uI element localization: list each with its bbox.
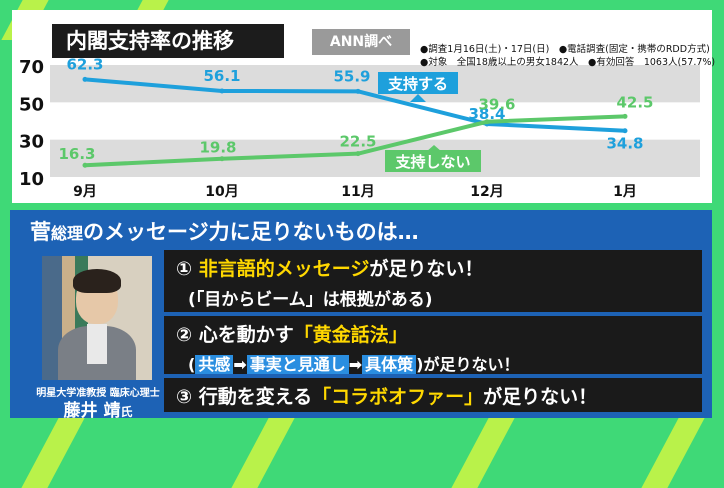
data-label: 55.9 [333, 67, 370, 85]
data-point [82, 162, 88, 168]
point-2: ② 心を動かす「黄金話法」 (共感 ➡ 事実と見通し ➡ 具体策)が足りない！ [164, 316, 702, 374]
y-tick-label: 10 [19, 169, 44, 190]
decor-stripe [21, 418, 85, 488]
name-text: 藤井 靖 [63, 401, 121, 421]
point-1: ① 非言語的メッセージが足りない！ (「目からビーム」は根拠がある) [164, 250, 702, 312]
arrow-right-icon: ➡ [233, 355, 247, 374]
legend-label: 支持する [387, 75, 448, 93]
legend-label: 支持しない [394, 153, 470, 171]
survey-note-1: ●調査1月16日(土)・17日(日) ●電話調査(固定・携帯のRDD方式) [420, 44, 710, 55]
legend-tag [385, 150, 481, 172]
y-tick-label: 70 [19, 57, 44, 78]
data-point [82, 76, 88, 82]
point-text: が足りない！ [483, 386, 598, 408]
title-part: 菅 [30, 220, 51, 244]
chart-title: 内閣支持率の推移 [52, 24, 284, 58]
data-label: 62.3 [66, 55, 103, 73]
point-2-sub: (共感 ➡ 事実と見通し ➡ 具体策)が足りない！ [176, 351, 690, 375]
point-number: ② [176, 324, 193, 346]
data-label: 38.4 [468, 105, 505, 123]
data-label: 56.1 [203, 67, 240, 85]
chip-concrete: 具体策 [362, 355, 417, 374]
data-point [484, 119, 490, 125]
point-number: ① [176, 258, 193, 280]
paren: ( [188, 355, 196, 374]
point-1-line: ① 非言語的メッセージが足りない！ [176, 254, 690, 281]
point-3-line: ③ 行動を変える「コラボオファー」が足りない！ [176, 382, 690, 409]
x-tick-label: 10月 [205, 184, 238, 200]
point-number: ③ [176, 386, 193, 408]
legend-tag-pointer [410, 94, 426, 102]
x-tick-label: 11月 [341, 184, 374, 200]
data-point [355, 151, 361, 157]
data-point [622, 113, 628, 119]
data-point [355, 88, 361, 94]
commentary-title: 菅総理のメッセージ力に足りないものは… [30, 216, 419, 246]
point-highlight: 「黄金話法」 [293, 324, 408, 346]
x-tick-label: 9月 [73, 184, 97, 200]
data-point [219, 88, 225, 94]
decor-stripe [231, 418, 295, 488]
legend-tag [378, 72, 458, 94]
x-tick-label: 1月 [613, 184, 637, 200]
grid-band [50, 139, 700, 177]
commentator-affiliation: 明星大学准教授 臨床心理士 [36, 388, 160, 399]
point-1-sub: (「目からビーム」は根拠がある) [188, 290, 433, 310]
decor-stripe [451, 418, 515, 488]
y-tick-label: 30 [19, 132, 44, 153]
title-part: のメッセージ力に足りないものは… [83, 220, 419, 244]
data-point [622, 128, 628, 134]
survey-source-tag: ANN調べ [312, 29, 410, 55]
name-suffix: 氏 [120, 405, 133, 419]
survey-note-2: ●対象 全国18歳以上の男女1842人 ●有効回答 1063人(57.7%) [420, 57, 716, 68]
y-tick-label: 50 [19, 94, 44, 115]
data-label: 19.8 [199, 139, 236, 157]
data-label: 42.5 [616, 93, 653, 111]
commentator-photo [42, 256, 152, 380]
data-label: 16.3 [58, 145, 95, 163]
point-highlight: 非言語的メッセージ [198, 258, 370, 280]
point-highlight: 「コラボオファー」 [312, 386, 484, 408]
data-label: 22.5 [339, 133, 376, 151]
point-2-line: ② 心を動かす「黄金話法」 [176, 320, 690, 347]
point-text: が足りない！ [369, 258, 484, 280]
point-text: )が足りない！ [416, 355, 520, 374]
data-label: 34.8 [606, 135, 643, 153]
commentator-name: 藤井 靖氏 [30, 396, 166, 421]
commentary-panel: 菅総理のメッセージ力に足りないものは… 明星大学准教授 臨床心理士 藤井 靖氏 … [10, 210, 712, 421]
x-tick-label: 12月 [470, 184, 503, 200]
data-point [219, 156, 225, 162]
title-part-small: 総理 [51, 224, 84, 243]
legend-tag-pointer [426, 145, 442, 152]
chip-empathy: 共感 [195, 355, 234, 374]
decor-stripe [641, 418, 705, 488]
point-3: ③ 行動を変える「コラボオファー」が足りない！ [164, 378, 702, 412]
chip-facts: 事実と見通し [246, 355, 349, 374]
data-label: 39.6 [478, 96, 515, 114]
arrow-right-icon: ➡ [348, 355, 363, 374]
line-chart: 70 50 30 10 9月 10月 11月 12月 1月 62.3 56.1 55.9 38.4 34.… [19, 55, 700, 200]
point-text: 心を動かす [198, 324, 294, 346]
point-text: 行動を変える [198, 386, 313, 408]
